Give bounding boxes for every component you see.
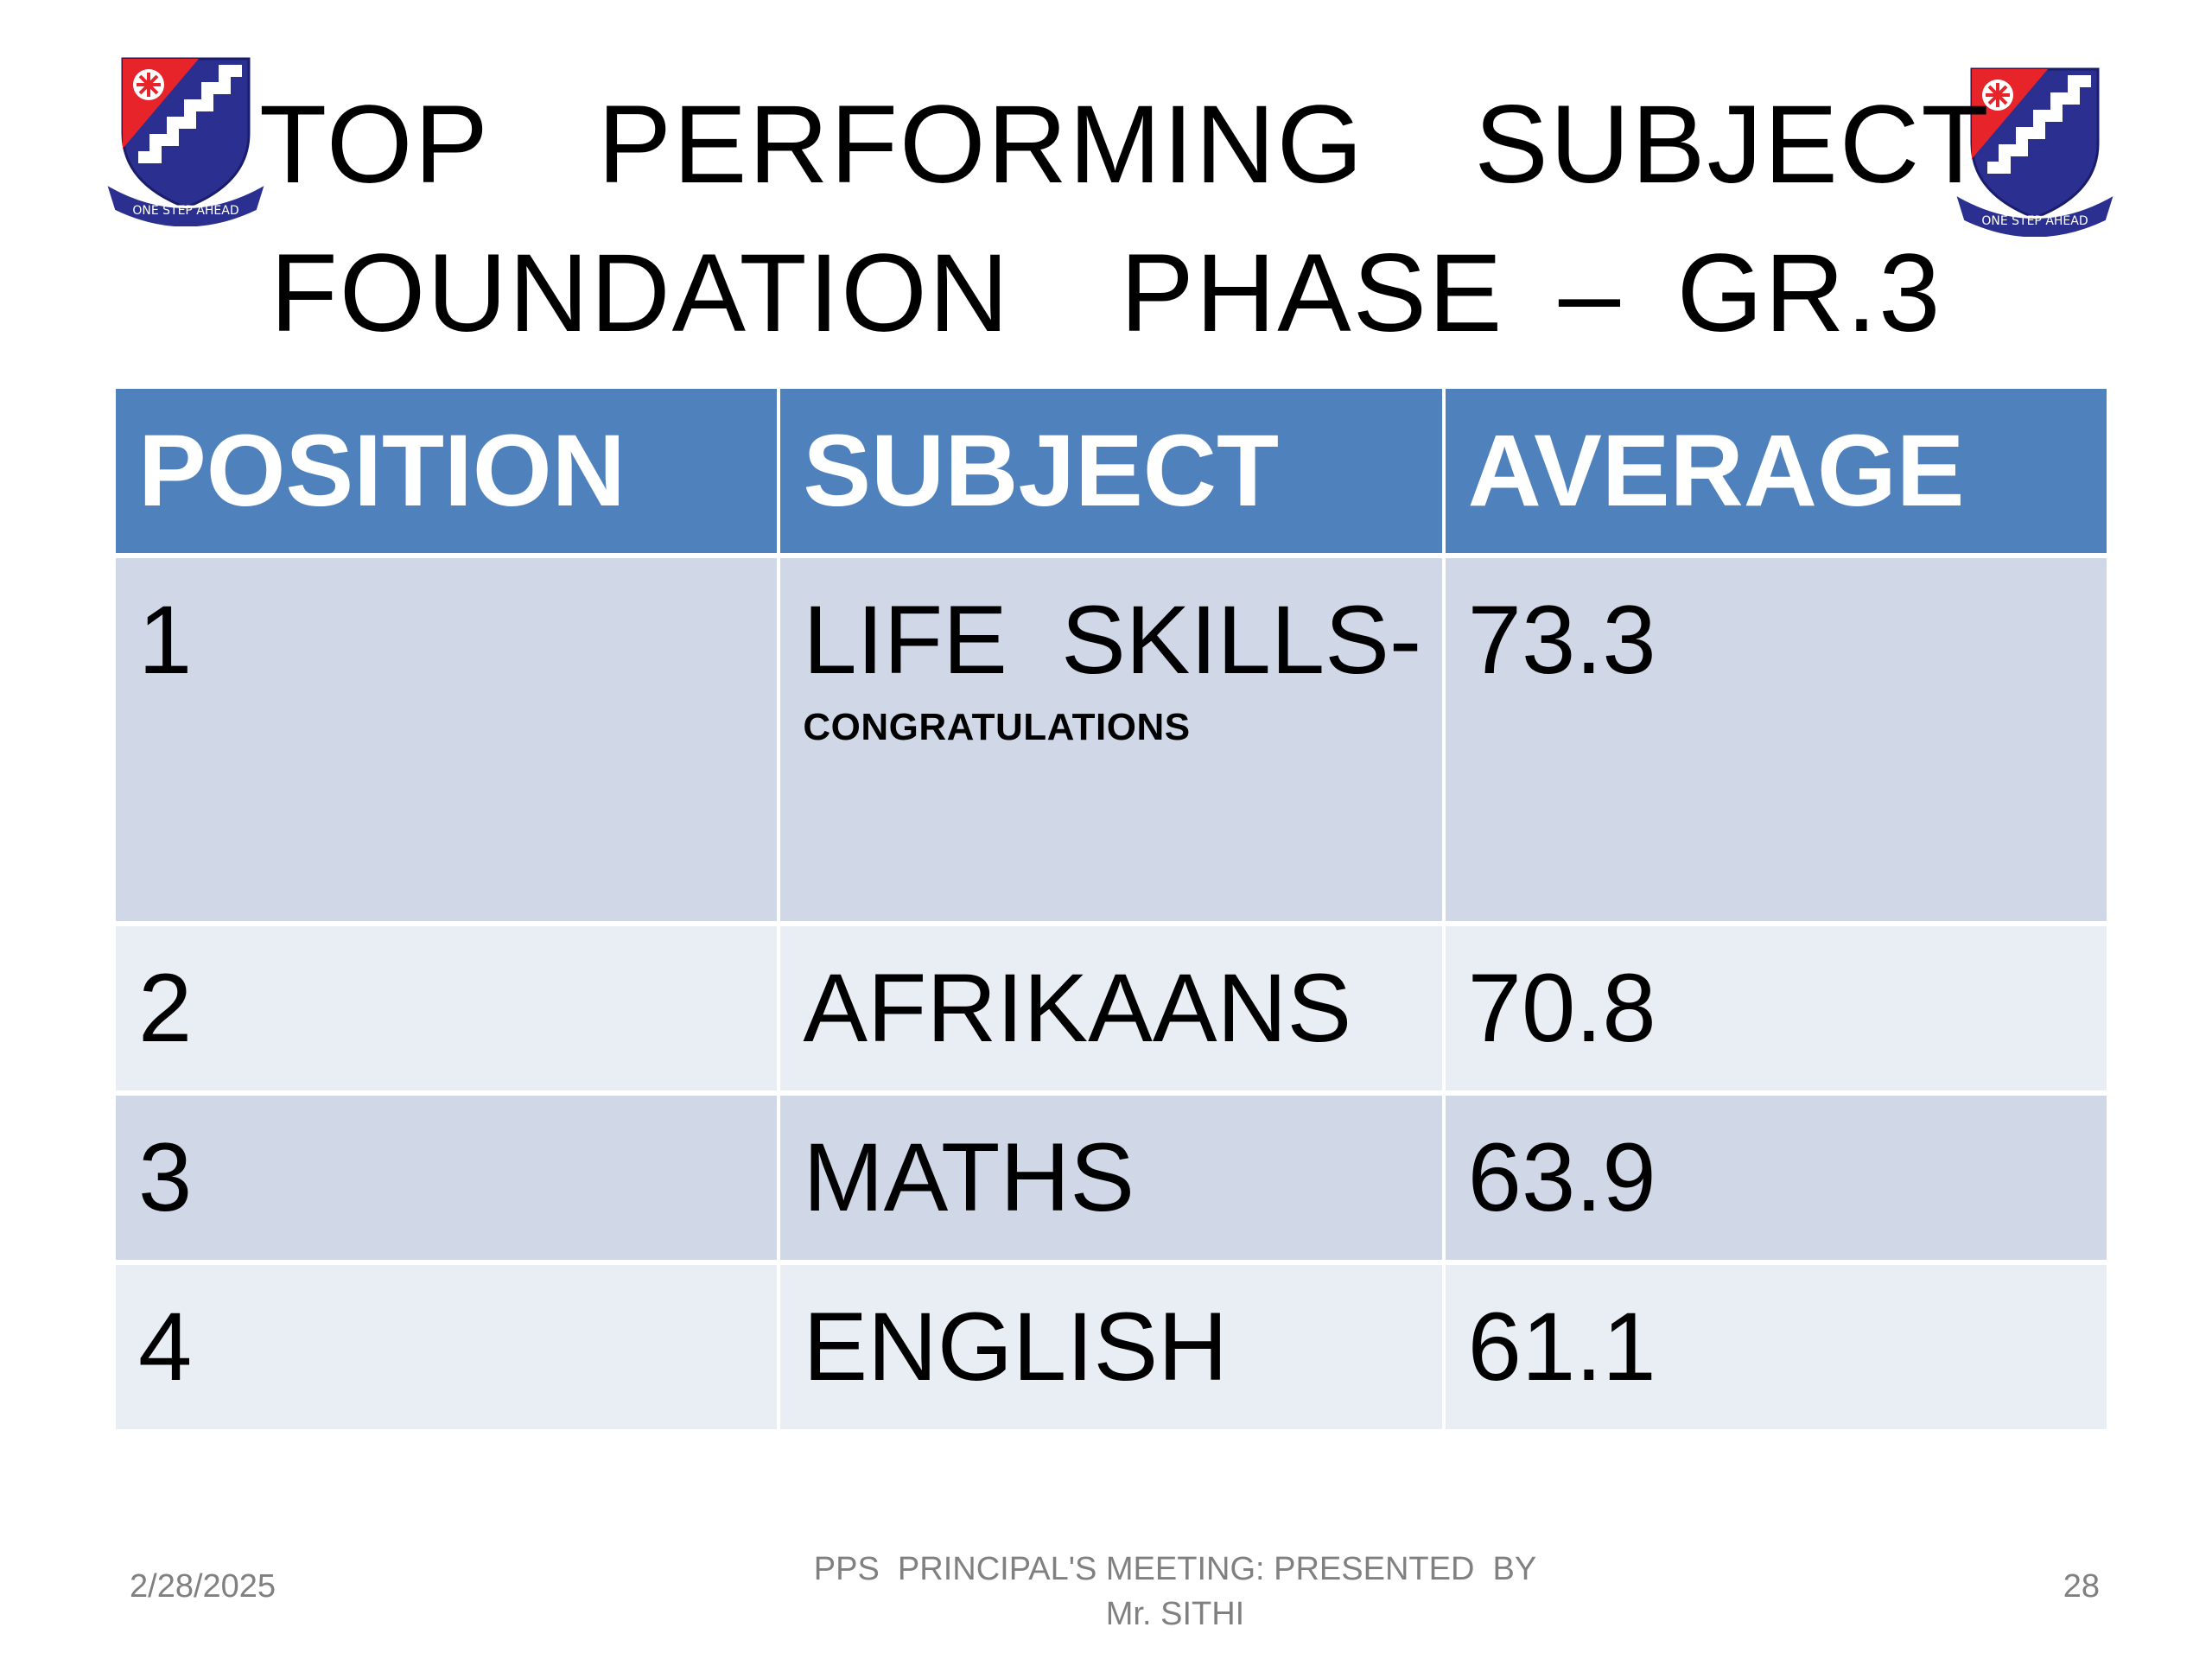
header-subject: SUBJECT <box>780 389 1442 553</box>
slide-title-line-2: FOUNDATION PHASE – GR.3 <box>270 232 1942 355</box>
cell-subject: MATHS <box>780 1090 1442 1260</box>
congratulations-note: CONGRATULATIONS <box>803 706 1191 748</box>
header-position: POSITION <box>116 389 778 553</box>
results-table: POSITION SUBJECT AVERAGE 1 LIFE SKILLS- … <box>112 389 2110 1429</box>
school-crest-left-icon: ONE STEP AHEAD <box>104 57 268 226</box>
footer-presenter: PPS PRINCIPAL'S MEETING: PRESENTED BY Mr… <box>743 1547 1607 1637</box>
cell-average: 70.8 <box>1445 921 2107 1090</box>
cell-average: 61.1 <box>1445 1260 2107 1429</box>
cell-average: 63.9 <box>1445 1090 2107 1260</box>
cell-subject: LIFE SKILLS- CONGRATULATIONS <box>780 553 1442 921</box>
cell-position: 4 <box>116 1260 778 1429</box>
school-crest-right-icon: ONE STEP AHEAD <box>1953 67 2117 237</box>
table-row: 2 AFRIKAANS 70.8 <box>116 921 2107 1090</box>
table-row: 3 MATHS 63.9 <box>116 1090 2107 1260</box>
crest-motto: ONE STEP AHEAD <box>132 204 238 218</box>
table-row: 1 LIFE SKILLS- CONGRATULATIONS 73.3 <box>116 553 2107 921</box>
cell-subject: AFRIKAANS <box>780 921 1442 1090</box>
footer-date: 2/28/2025 <box>130 1568 276 1605</box>
cell-position: 1 <box>116 553 778 921</box>
header-average: AVERAGE <box>1445 389 2107 553</box>
crest-motto: ONE STEP AHEAD <box>1981 214 2088 228</box>
cell-position: 3 <box>116 1090 778 1260</box>
table-header-row: POSITION SUBJECT AVERAGE <box>116 389 2107 553</box>
cell-position: 2 <box>116 921 778 1090</box>
page-number: 28 <box>2063 1568 2100 1605</box>
footer-line-2: Mr. SITHI <box>1105 1596 1245 1632</box>
cell-subject: ENGLISH <box>780 1260 1442 1429</box>
subject-label: LIFE SKILLS- <box>803 586 1422 694</box>
slide-title-line-1: TOP PERFORMING SUBJECT <box>259 83 1991 207</box>
cell-average: 73.3 <box>1445 553 2107 921</box>
table-row: 4 ENGLISH 61.1 <box>116 1260 2107 1429</box>
slide-title: TOP PERFORMING SUBJECT FOUNDATION PHASE … <box>259 71 1991 368</box>
footer-line-1: PPS PRINCIPAL'S MEETING: PRESENTED BY <box>813 1551 1537 1587</box>
